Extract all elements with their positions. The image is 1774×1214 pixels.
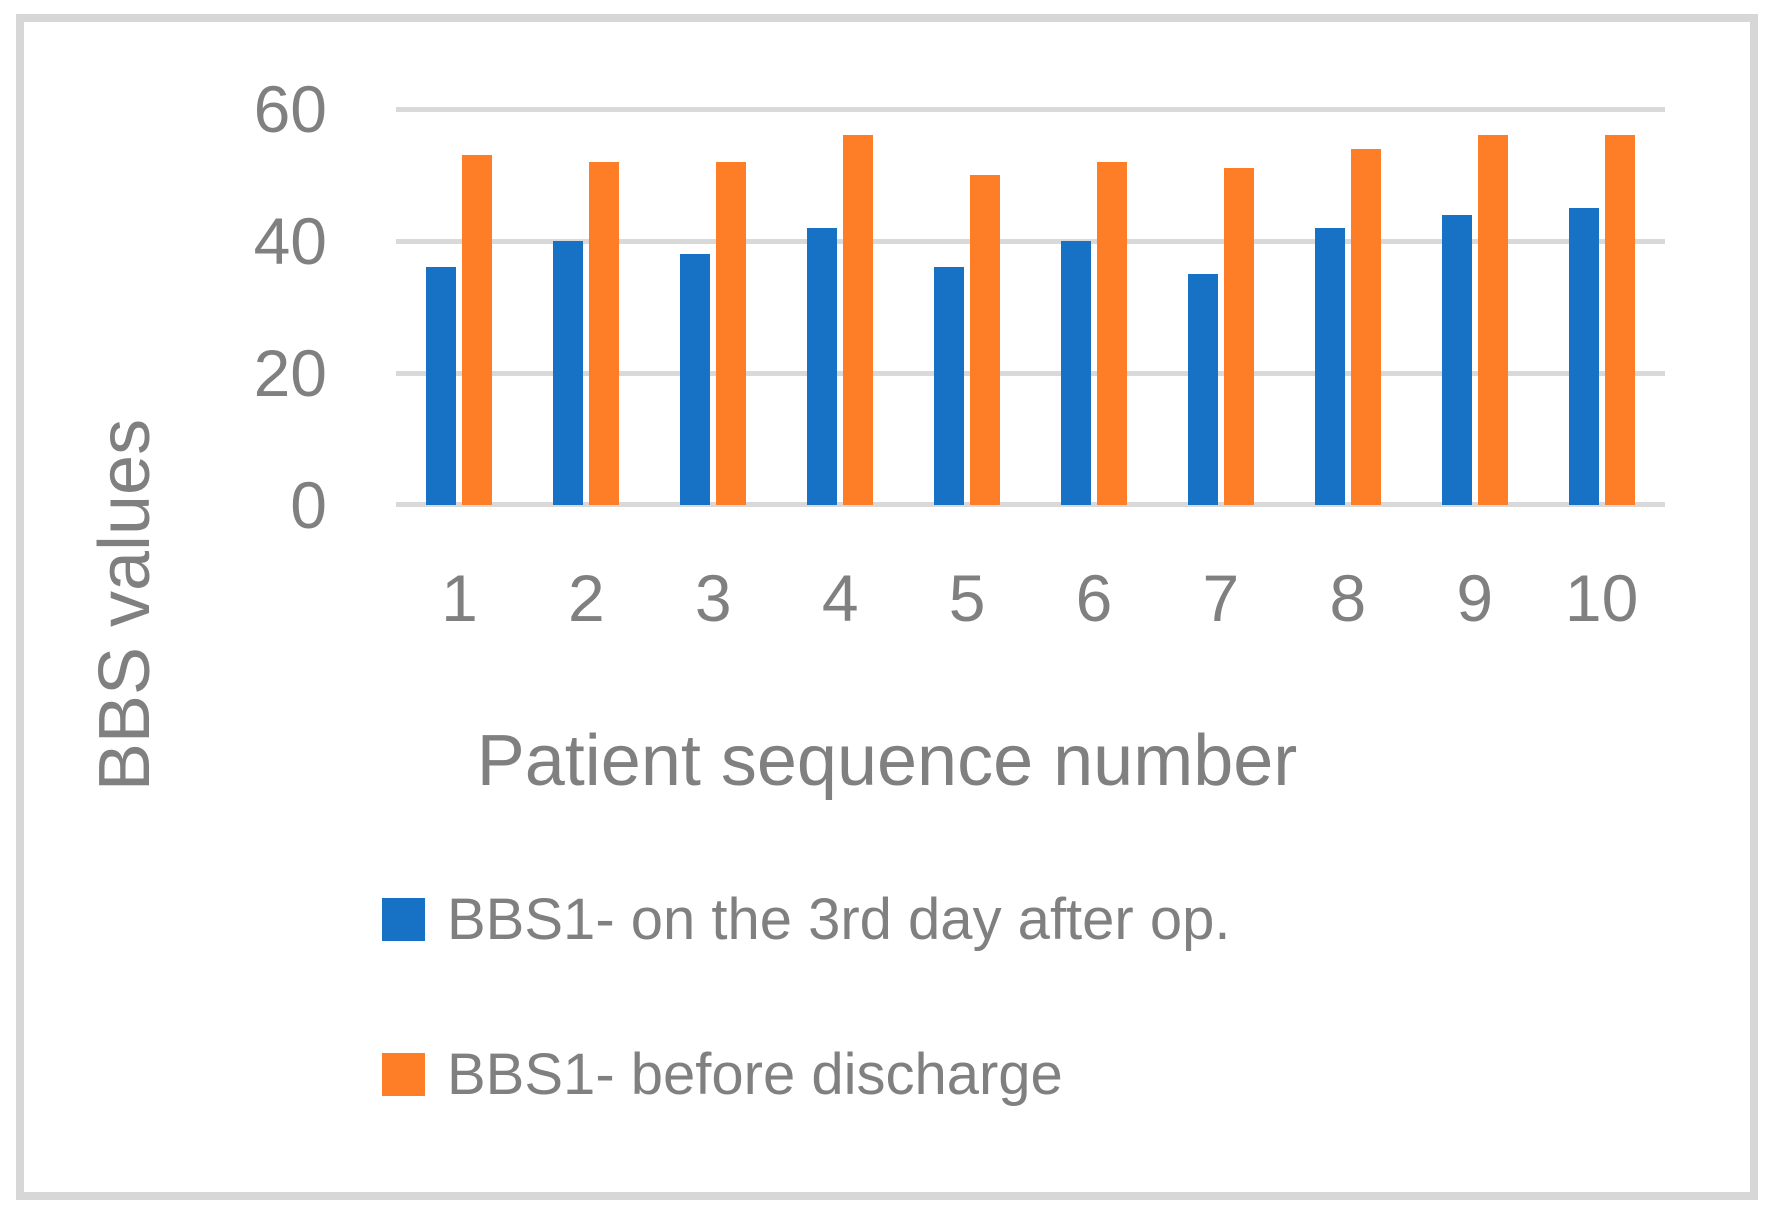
plot-area <box>396 107 1665 507</box>
y-axis-ticks: 60 40 20 0 <box>150 76 327 538</box>
x-tick-label-2: 2 <box>568 561 605 635</box>
bar-series2-cat6 <box>1096 161 1127 505</box>
y-tick-label-20: 20 <box>253 335 327 410</box>
bar-series1-cat3 <box>680 254 711 505</box>
bar-series1-cat4 <box>807 227 838 505</box>
y-tick-label-0: 0 <box>290 468 327 542</box>
bar-series1-cat8 <box>1314 227 1345 505</box>
legend-item-2: BBS1- before discharge <box>382 1045 1230 1103</box>
bar-series2-cat9 <box>1477 135 1508 505</box>
category-8 <box>1284 109 1411 505</box>
bar-series2-cat2 <box>589 161 620 505</box>
bars-layer <box>396 109 1665 505</box>
x-tick-label-4: 4 <box>821 561 859 635</box>
x-tick-label-7: 7 <box>1202 561 1240 635</box>
gridline-40 <box>396 238 1665 244</box>
category-2 <box>523 109 650 505</box>
gridline-20 <box>396 370 1665 376</box>
bar-series2-cat10 <box>1604 135 1635 505</box>
legend-item-1: BBS1- on the 3rd day after op. <box>382 890 1230 948</box>
bar-series1-cat9 <box>1441 214 1472 505</box>
category-9 <box>1411 109 1538 505</box>
x-tick-label-1: 1 <box>441 561 478 635</box>
gridline-60 <box>396 107 1665 112</box>
category-10 <box>1538 109 1665 505</box>
legend-label-2: BBS1- before discharge <box>447 1041 1063 1107</box>
x-tick-label-3: 3 <box>694 561 732 635</box>
bar-series2-cat5 <box>970 175 1001 505</box>
legend: BBS1- on the 3rd day after op. BBS1- befo… <box>382 890 1230 1103</box>
bar-series2-cat3 <box>716 161 747 505</box>
x-tick-label-6: 6 <box>1075 561 1113 635</box>
x-tick-label-8: 8 <box>1329 561 1367 635</box>
category-7 <box>1157 109 1284 505</box>
bar-series2-cat8 <box>1350 148 1381 505</box>
category-5 <box>904 109 1031 505</box>
y-tick-label-60: 60 <box>253 72 327 146</box>
category-1 <box>396 109 523 505</box>
legend-swatch-2 <box>382 1053 425 1096</box>
bar-series1-cat10 <box>1568 208 1599 505</box>
x-tick-label-5: 5 <box>948 561 986 635</box>
y-tick-label-40: 40 <box>253 203 327 278</box>
bar-series2-cat4 <box>843 135 874 505</box>
bar-series2-cat7 <box>1223 168 1254 505</box>
x-axis-baseline <box>396 502 1665 507</box>
bar-series1-cat2 <box>553 241 584 505</box>
x-tick-label-10: 10 <box>1564 561 1639 635</box>
x-axis-ticks: 1 2 3 4 5 6 7 8 9 10 <box>396 565 1665 631</box>
bar-series2-cat1 <box>462 155 493 505</box>
category-3 <box>650 109 777 505</box>
bar-series1-cat1 <box>426 267 457 505</box>
legend-swatch-1 <box>382 898 425 941</box>
y-axis-title: BBS values <box>85 418 165 792</box>
category-4 <box>777 109 904 505</box>
category-6 <box>1031 109 1158 505</box>
x-axis-title: Patient sequence number <box>476 721 1298 801</box>
legend-label-1: BBS1- on the 3rd day after op. <box>447 886 1231 952</box>
x-tick-label-9: 9 <box>1456 561 1494 635</box>
bar-series1-cat6 <box>1060 241 1091 505</box>
bar-series1-cat7 <box>1187 274 1218 505</box>
bar-series1-cat5 <box>934 267 965 505</box>
